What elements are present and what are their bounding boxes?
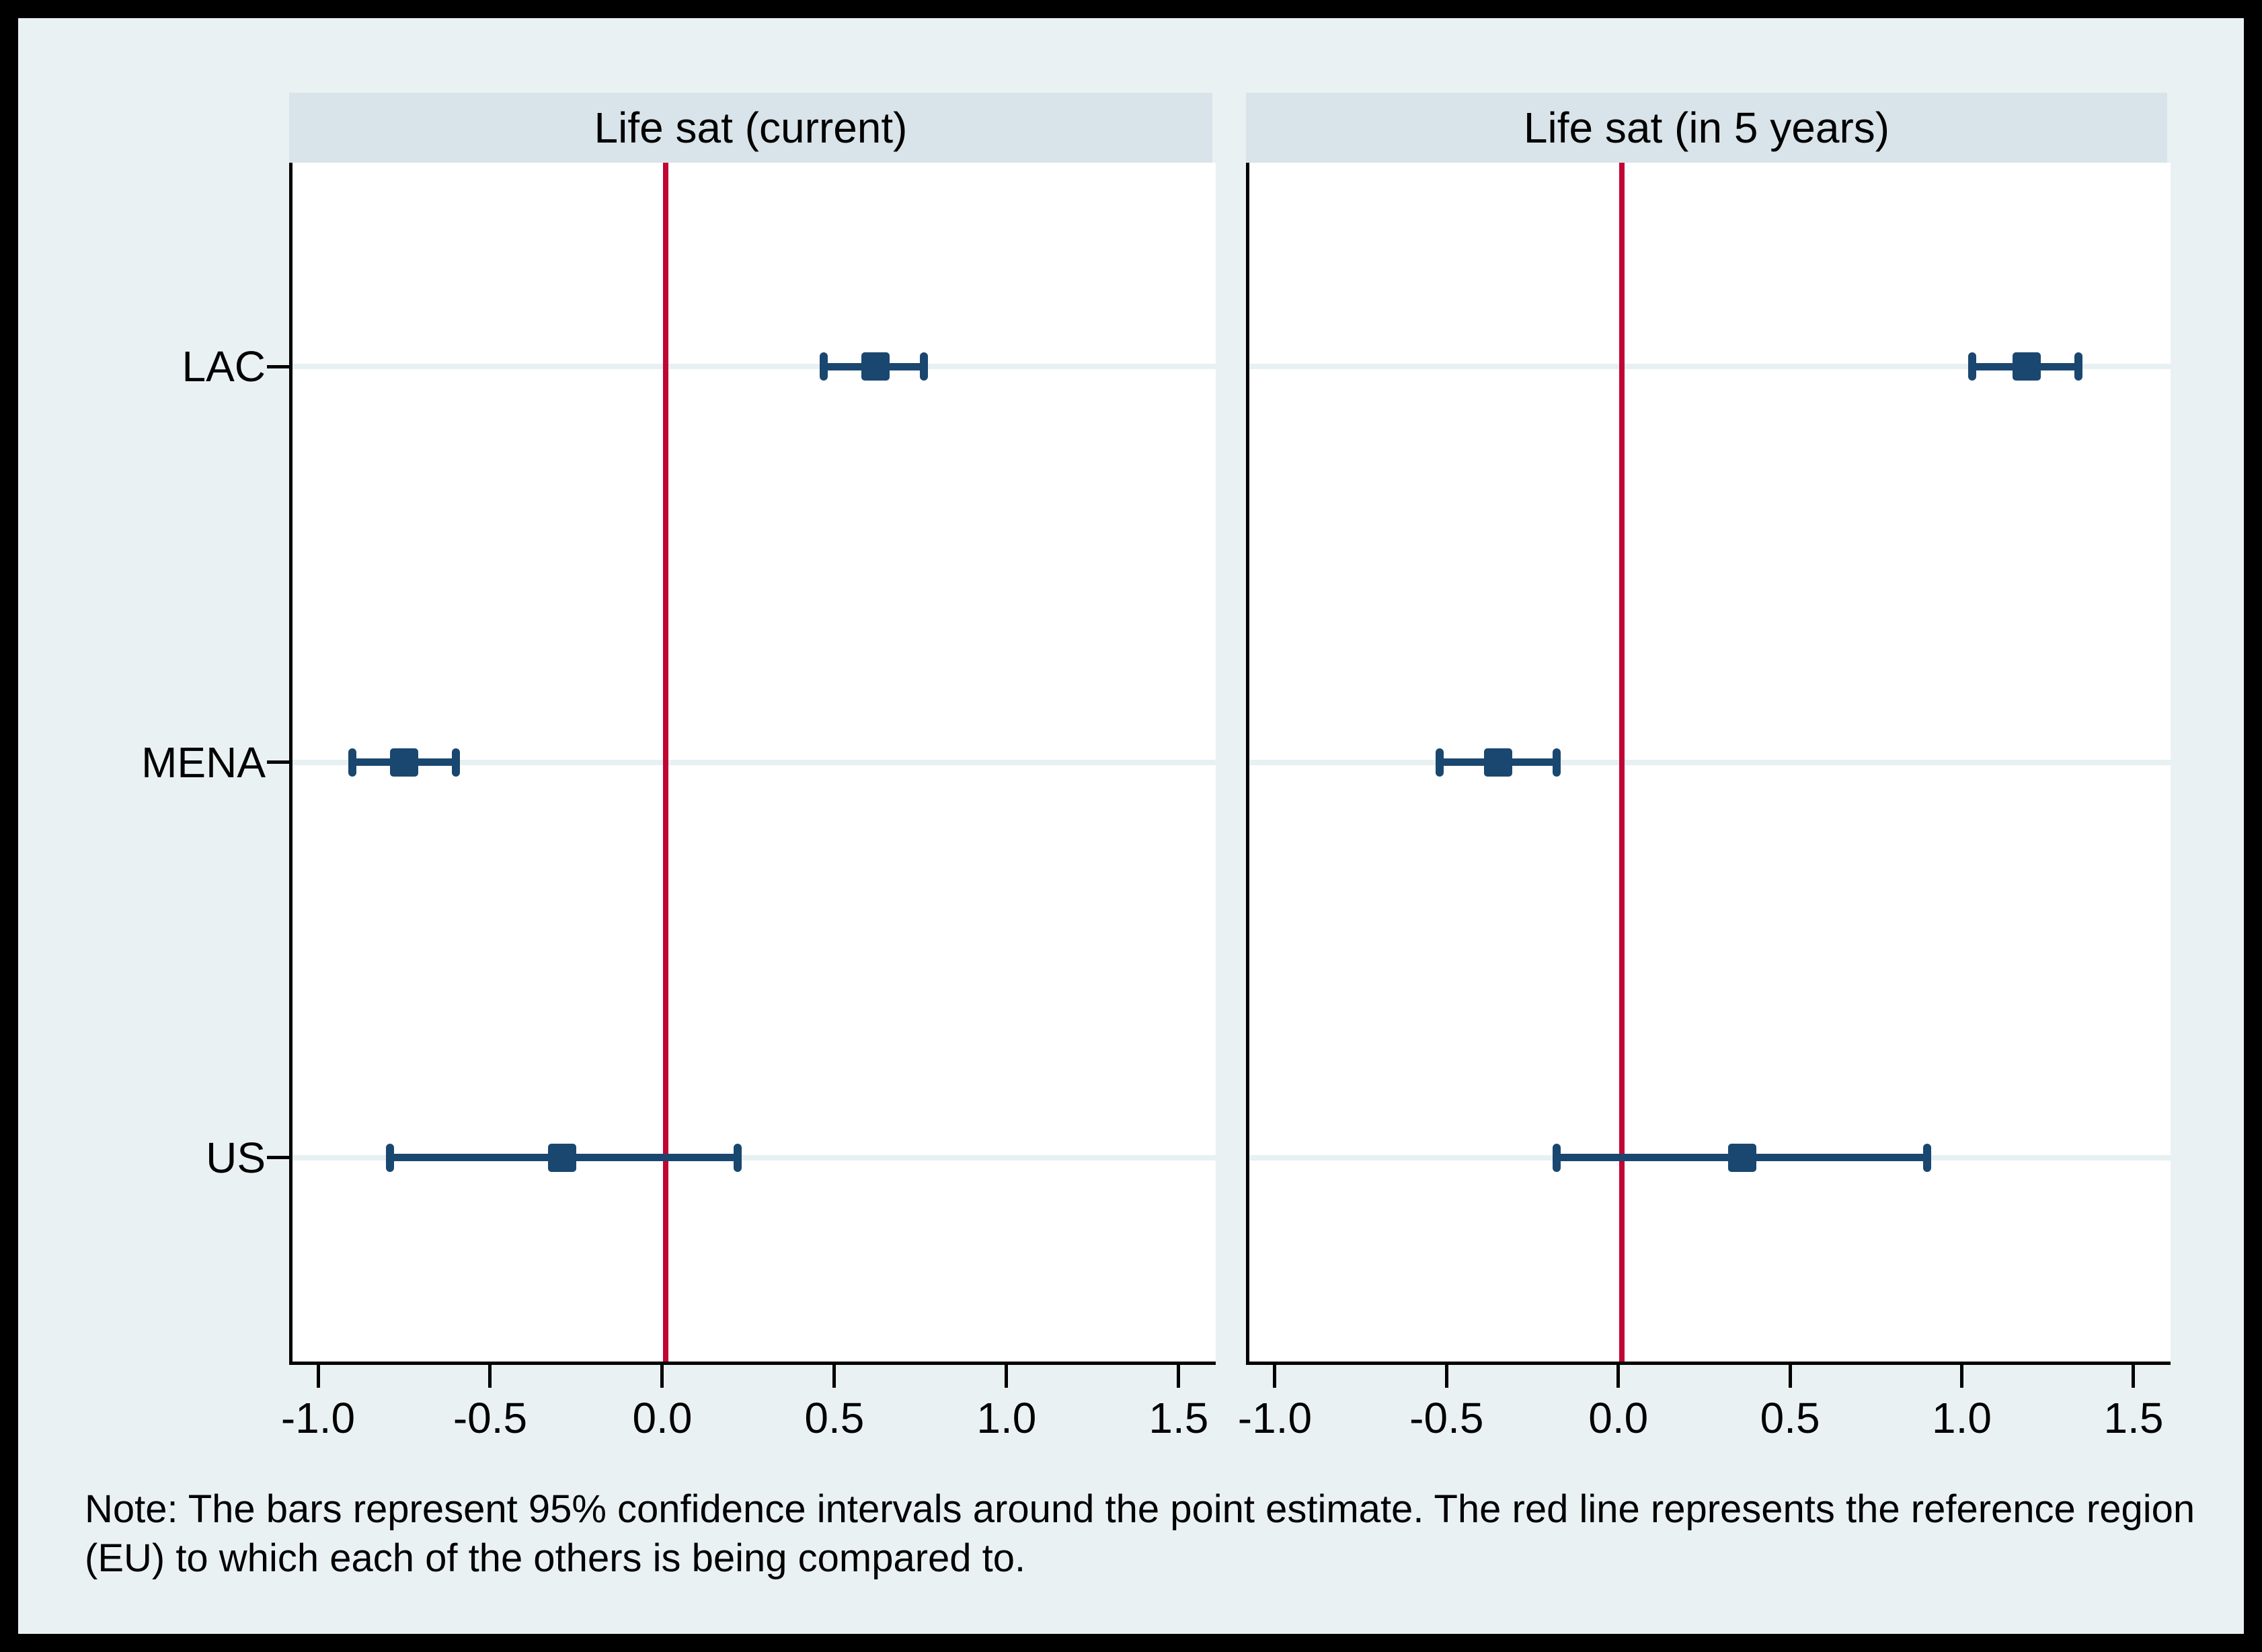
x-tick-label: 1.5	[2103, 1394, 2164, 1442]
y-axis-tick	[267, 1156, 289, 1160]
x-axis-tick	[1616, 1365, 1621, 1388]
category-gridline	[1249, 759, 2171, 765]
x-tick-label: 1.0	[1932, 1394, 1992, 1442]
y-category-label: US	[206, 1133, 266, 1182]
reference-line	[662, 163, 668, 1362]
ci-cap-left	[1435, 748, 1444, 777]
point-estimate-marker	[861, 352, 890, 381]
ci-cap-right	[2074, 352, 2083, 381]
ci-cap-right	[1923, 1143, 1932, 1172]
ci-cap-right	[919, 352, 928, 381]
x-axis-tick	[2132, 1365, 2136, 1388]
reference-line	[1618, 163, 1625, 1362]
ci-cap-right	[1552, 748, 1561, 777]
y-category-label: MENA	[141, 738, 266, 787]
point-estimate-marker	[548, 1143, 577, 1172]
point-estimate-marker	[389, 748, 418, 777]
ci-cap-right	[451, 748, 460, 777]
panel-title-band: Life sat (in 5 years)	[1246, 93, 2167, 163]
category-gridline	[292, 1154, 1216, 1161]
category-gridline	[1249, 364, 2171, 370]
x-axis-tick	[1273, 1365, 1277, 1388]
x-tick-label: 0.0	[632, 1394, 693, 1442]
ci-cap-left	[386, 1143, 395, 1172]
panel-title: Life sat (current)	[594, 104, 908, 152]
x-tick-label: 0.5	[1760, 1394, 1820, 1442]
point-estimate-marker	[1727, 1143, 1756, 1172]
x-axis-tick	[660, 1365, 664, 1388]
x-tick-label: -1.0	[1237, 1394, 1313, 1442]
ci-cap-right	[734, 1143, 742, 1172]
x-axis-tick	[1005, 1365, 1009, 1388]
ci-cap-left	[1552, 1143, 1561, 1172]
point-estimate-marker	[2013, 352, 2041, 381]
x-axis-tick	[832, 1365, 836, 1388]
ci-cap-left	[348, 748, 357, 777]
x-axis-tick	[1788, 1365, 1792, 1388]
x-tick-label: 1.0	[976, 1394, 1037, 1442]
ci-cap-left	[820, 352, 828, 381]
panel-title: Life sat (in 5 years)	[1523, 104, 1890, 152]
category-gridline	[292, 364, 1216, 370]
x-axis-tick	[1960, 1365, 1964, 1388]
x-tick-label: -1.0	[280, 1394, 356, 1442]
x-tick-label: 1.5	[1148, 1394, 1209, 1442]
x-axis-tick	[1444, 1365, 1448, 1388]
y-axis-tick	[267, 760, 289, 764]
plot-area	[289, 163, 1216, 1365]
y-axis-tick	[267, 364, 289, 368]
chart-note: Note: The bars represent 95% confidence …	[85, 1487, 2195, 1581]
x-tick-label: -0.5	[453, 1394, 528, 1442]
category-gridline	[292, 759, 1216, 765]
x-axis-tick	[488, 1365, 492, 1388]
x-tick-label: 0.5	[804, 1394, 865, 1442]
point-estimate-marker	[1483, 748, 1512, 777]
y-category-label: LAC	[182, 342, 266, 391]
x-tick-label: 0.0	[1588, 1394, 1649, 1442]
panel-title-band: Life sat (current)	[289, 93, 1212, 163]
ci-cap-left	[1967, 352, 1976, 381]
x-axis-tick	[1177, 1365, 1181, 1388]
plot-area	[1246, 163, 2171, 1365]
x-axis-tick	[316, 1365, 320, 1388]
x-tick-label: -0.5	[1409, 1394, 1484, 1442]
